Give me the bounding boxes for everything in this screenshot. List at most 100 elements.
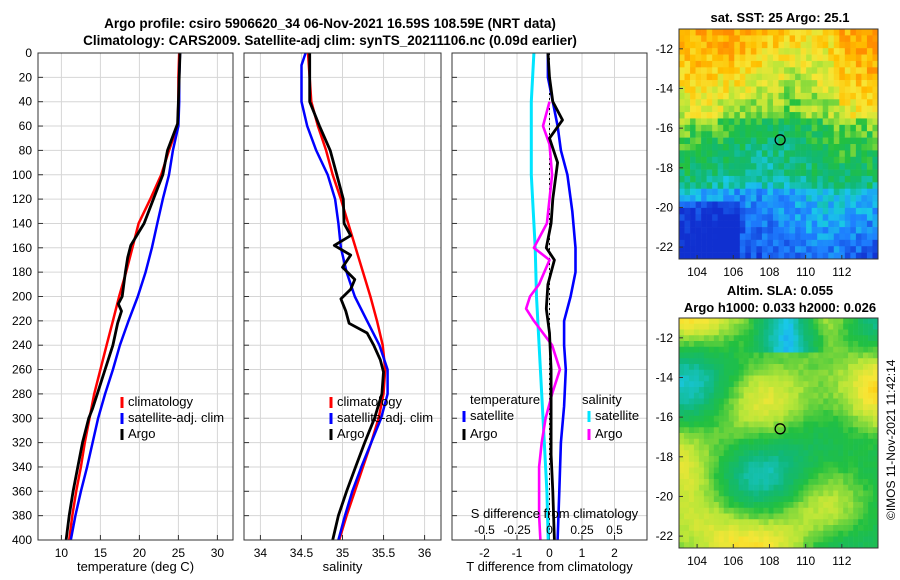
sla-map-cell (778, 375, 784, 382)
sla-map-cell (773, 358, 779, 365)
sla-map-cell (858, 387, 864, 394)
sla-map-cell (723, 490, 730, 497)
sst-map-cell (861, 137, 868, 145)
sla-map-cell (858, 392, 864, 399)
sla-map-cell (718, 450, 725, 457)
sla-map-cell (703, 542, 710, 549)
sla-map-cell (698, 479, 705, 486)
sst-map-cell (806, 175, 812, 183)
sla-map-cell (838, 358, 844, 365)
sst-map-cell (750, 73, 757, 81)
sla-map-cell (828, 530, 834, 537)
map-x-tick-label: 106 (723, 554, 743, 568)
sst-map-cell (839, 163, 846, 170)
sla-map-cell (693, 507, 700, 514)
sst-map-cell (850, 92, 857, 100)
sst-map-cell (844, 35, 851, 43)
sla-map-cell (818, 450, 824, 457)
sla-map-cell (738, 502, 744, 509)
sst-map-cell (734, 239, 741, 247)
sst-map-cell (756, 220, 763, 228)
sst-map-cell (712, 48, 718, 55)
sla-map-cell (728, 404, 735, 411)
sst-map-cell (839, 150, 846, 158)
sla-map-cell (753, 427, 759, 434)
sla-map-cell (833, 398, 839, 405)
sst-map-cell (800, 48, 807, 55)
map-y-tick-label: -18 (656, 161, 674, 175)
sst-map-cell (828, 137, 835, 145)
sst-map-cell (739, 169, 746, 177)
sla-map-cell (723, 415, 730, 422)
sla-map-cell (728, 536, 735, 543)
sla-map-cell (718, 364, 725, 371)
sst-map-cell (690, 92, 696, 100)
sst-map-cell (734, 35, 741, 43)
sla-map-cell (803, 461, 809, 468)
sla-map-cell (773, 392, 779, 399)
sst-map-cell (761, 118, 768, 126)
sst-map-cell (706, 163, 713, 170)
sst-map-cell (739, 41, 746, 49)
sst-map-cell (822, 92, 829, 100)
sst-map-cell (811, 156, 818, 164)
sla-map-cell (733, 484, 739, 491)
sla-map-cell (778, 381, 784, 388)
sla-map-cell (738, 484, 744, 491)
sla-map-cell (818, 484, 824, 491)
sst-map-cell (822, 48, 829, 55)
sla-map-cell (679, 358, 685, 365)
sla-map-cell (858, 352, 864, 359)
sla-map-cell (843, 387, 849, 394)
sst-map-cell (723, 124, 730, 132)
sla-map-cell (858, 346, 864, 353)
sst-map-cell (695, 233, 702, 241)
sla-map-cell (703, 502, 710, 509)
sst-map-cell (872, 195, 879, 202)
sla-map-cell (723, 341, 730, 348)
sla-map-cell (693, 375, 700, 382)
sst-map-cell (822, 131, 829, 138)
sla-map-cell (758, 450, 764, 457)
sst-map-cell (761, 175, 768, 183)
sst-map-cell (684, 220, 691, 228)
sla-map-cell (773, 536, 779, 543)
sla-map-cell (743, 473, 749, 480)
sla-map-cell (733, 410, 739, 417)
sla-map-cell (713, 536, 720, 543)
sla-map-cell (738, 369, 744, 376)
sst-map-cell (833, 227, 840, 234)
sla-map-cell (868, 502, 874, 509)
sla-map-cell (783, 392, 789, 399)
sla-map-cell (738, 530, 744, 537)
sla-map-cell (863, 398, 869, 405)
sla-map-cell (803, 456, 809, 463)
sst-map-cell (795, 246, 801, 253)
sla-map-cell (693, 358, 700, 365)
sla-map-cell (683, 438, 690, 445)
sst-map-cell (839, 35, 846, 43)
sla-map-cell (733, 364, 739, 371)
sla-map-cell (728, 496, 735, 503)
sst-map-cell (739, 239, 746, 247)
sla-map-cell (793, 381, 799, 388)
sla-map-cell (679, 410, 685, 417)
sla-map-cell (768, 375, 774, 382)
sst-map-cell (861, 150, 868, 158)
sla-map-cell (838, 318, 844, 325)
sla-map-cell (843, 318, 849, 325)
sst-map-cell (844, 227, 851, 234)
sst-map-cell (723, 99, 730, 106)
sla-map-cell (698, 387, 705, 394)
sla-map-cell (808, 525, 814, 532)
sla-map-cell (853, 502, 859, 509)
sla-map-cell (778, 438, 784, 445)
sla-map-cell (683, 318, 690, 325)
sla-map-cell (798, 415, 804, 422)
sst-map-cell (861, 169, 868, 177)
sla-map-cell (788, 542, 794, 549)
sst-map-cell (706, 252, 713, 260)
sla-map-cell (853, 410, 859, 417)
sla-map-cell (853, 484, 859, 491)
sla-map-cell (738, 456, 744, 463)
